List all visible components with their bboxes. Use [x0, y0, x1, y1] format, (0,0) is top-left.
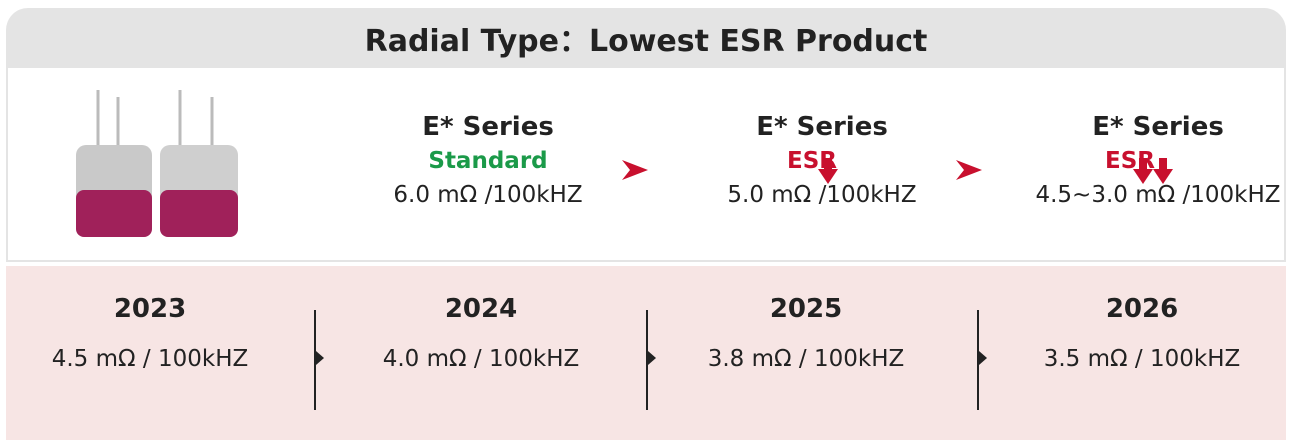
year: 2023: [113, 294, 187, 324]
series-subtitle: Standard: [428, 148, 548, 174]
series-subtitle: ESR: [787, 148, 837, 174]
series-title: E* Series: [1092, 112, 1224, 142]
series-item: E* Series Standard 6.0 mΩ /100kHZ: [318, 112, 658, 208]
timeline-value: 4.0 mΩ / 100kHZ: [382, 346, 580, 372]
series-title: E* Series: [756, 112, 888, 142]
series-panel: [6, 68, 1286, 262]
timeline-item: 2023 4.5 mΩ / 100kHZ: [0, 294, 320, 372]
series-item: E* Series ESR 4.5~3.0 mΩ /100kHZ: [988, 112, 1292, 208]
capacitor-image: [76, 90, 238, 237]
arrow: [622, 160, 648, 180]
timeline-value: 4.5 mΩ / 100kHZ: [51, 346, 249, 372]
series-title: E* Series: [422, 112, 554, 142]
year: 2025: [769, 294, 843, 324]
series-esr: 5.0 mΩ /100kHZ: [727, 182, 917, 208]
timeline-item: 2024 4.0 mΩ / 100kHZ: [311, 294, 651, 372]
year: 2026: [1105, 294, 1179, 324]
series-item: E* Series ESR 5.0 mΩ /100kHZ: [652, 112, 992, 208]
timeline-item: 2025 3.8 mΩ / 100kHZ: [636, 294, 976, 372]
series-esr: 4.5~3.0 mΩ /100kHZ: [1035, 182, 1281, 208]
year: 2024: [444, 294, 518, 324]
timeline-item: 2026 3.5 mΩ / 100kHZ: [972, 294, 1292, 372]
arrow: [956, 160, 982, 180]
series-subtitle: ESR: [1105, 148, 1155, 174]
timeline-value: 3.5 mΩ / 100kHZ: [1043, 346, 1241, 372]
series-esr: 6.0 mΩ /100kHZ: [393, 182, 583, 208]
down-arrow: [818, 158, 1173, 184]
timeline-value: 3.8 mΩ / 100kHZ: [707, 346, 905, 372]
header-title: Radial Type：Lowest ESR Product: [6, 8, 1286, 68]
divider: [314, 310, 987, 410]
